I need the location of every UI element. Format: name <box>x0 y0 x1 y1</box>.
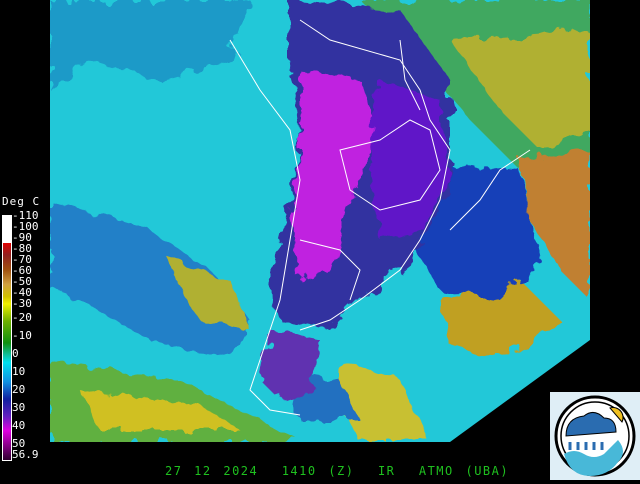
legend-tick: 50 <box>12 437 26 450</box>
legend-tick: -90 <box>12 231 32 244</box>
legend-tick: -20 <box>12 311 32 324</box>
legend-title: Deg C <box>2 195 41 208</box>
legend-tick: 20 <box>12 383 26 396</box>
legend-tick: -80 <box>12 242 32 255</box>
legend-tick: 56.9 <box>12 448 39 461</box>
legend-tick: -50 <box>12 275 32 288</box>
caption-channel: IR <box>377 464 396 478</box>
legend-tick: 10 <box>12 365 26 378</box>
legend-tick: -30 <box>12 297 32 310</box>
legend-tick: 40 <box>12 419 26 432</box>
cloud-top-field <box>50 0 590 442</box>
legend-tick: -10 <box>12 329 32 342</box>
cloud-rain-sun-wave-icon <box>554 395 636 477</box>
legend-tick: -40 <box>12 286 32 299</box>
atmo-logo <box>550 392 640 480</box>
caption-time: 1410 (Z) <box>281 464 355 478</box>
legend-tick: -110 <box>12 209 39 222</box>
legend-tick: 0 <box>12 347 19 360</box>
temperature-colorbar <box>2 215 12 461</box>
legend-tick: -60 <box>12 264 32 277</box>
country-borders <box>229 19 531 416</box>
caption-source: ATMO (UBA) <box>418 464 510 478</box>
legend-tick: -100 <box>12 220 39 233</box>
legend-tick: 30 <box>12 401 26 414</box>
legend-tick: -70 <box>12 253 32 266</box>
caption-date: 27 12 2024 <box>165 464 259 478</box>
image-caption: 27 12 2024 1410 (Z) IR ATMO (UBA) <box>165 464 509 478</box>
